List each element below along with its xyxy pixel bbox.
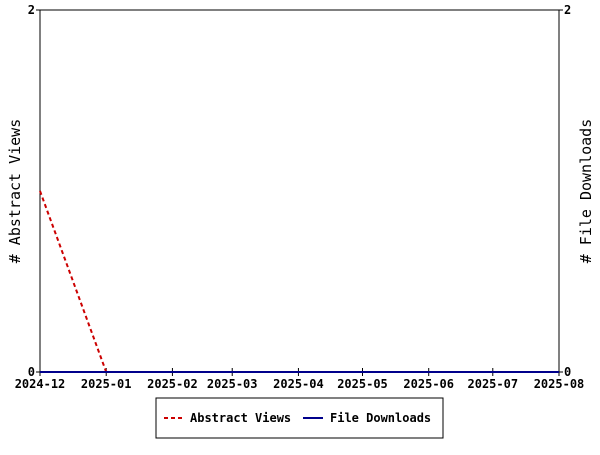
legend-label-abstract-views: Abstract Views: [190, 411, 291, 425]
y-left-tick-label: 2: [28, 3, 35, 17]
x-tick-label: 2025-02: [147, 377, 198, 391]
x-tick-label: 2025-05: [337, 377, 388, 391]
y-right-tick-label: 0: [564, 365, 571, 379]
series-line-abstract-views: [39, 190, 108, 373]
y-axis-ticks: 0 2 0 2: [28, 3, 571, 379]
x-tick-label: 2025-03: [207, 377, 258, 391]
x-tick-label: 2025-01: [81, 377, 132, 391]
x-tick-label: 2025-04: [273, 377, 324, 391]
x-tick-label: 2024-12: [15, 377, 66, 391]
legend: Abstract Views File Downloads: [155, 397, 444, 439]
x-tick-label: 2025-08: [534, 377, 585, 391]
y-left-tick-label: 0: [28, 365, 35, 379]
x-tick-label: 2025-07: [468, 377, 519, 391]
y-left-axis-label: # Abstract Views: [6, 119, 24, 264]
x-tick-label: 2025-06: [403, 377, 454, 391]
x-axis-ticks: 2024-12 2025-01 2025-02 2025-03 2025-04 2025-…: [15, 368, 585, 391]
series-layer: [39, 190, 559, 373]
legend-box: [155, 397, 444, 439]
plot-frame: [39, 9, 560, 373]
legend-label-file-downloads: File Downloads: [330, 411, 431, 425]
y-right-axis-label: # File Downloads: [577, 119, 595, 264]
y-right-tick-label: 2: [564, 3, 571, 17]
